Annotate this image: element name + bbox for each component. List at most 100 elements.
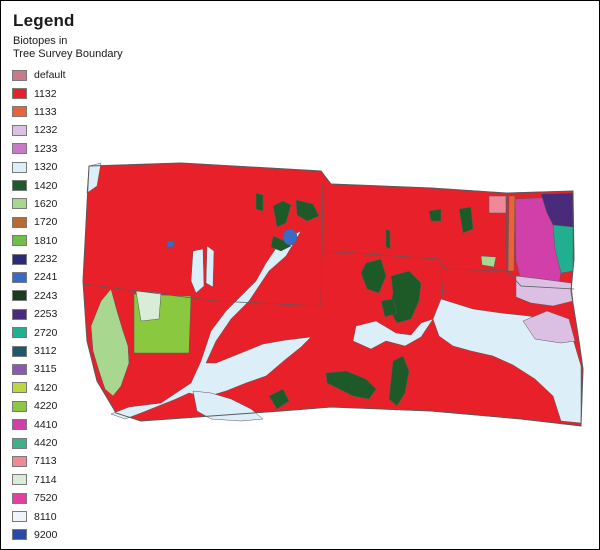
legend-subtitle: Biotopes in Tree Survey Boundary: [13, 35, 133, 61]
dark-green-patch: [360, 258, 387, 294]
legend-item: 4120: [12, 379, 66, 397]
legend-item: 7520: [12, 489, 66, 507]
dark-green-patch: [380, 298, 398, 318]
legend-label: 7114: [34, 473, 57, 486]
legend-item: 1320: [12, 158, 66, 176]
legend-item: 3112: [12, 342, 66, 360]
legend-title: Legend: [13, 11, 75, 30]
light-blue-patch: [352, 318, 434, 350]
legend-swatch: [12, 382, 27, 394]
legend-swatch: [12, 511, 27, 523]
legend-label: 9200: [34, 528, 58, 541]
legend-label: 4120: [34, 381, 58, 394]
light-green-patch: [90, 288, 130, 397]
legend-item: 2232: [12, 250, 66, 268]
legend-list: default 1132 1133 1232 1233 1320 1420 1620 1720 1…: [12, 66, 66, 544]
legend-swatch: [12, 437, 27, 449]
legend-label: 1233: [34, 142, 58, 155]
legend-label: 1810: [34, 234, 58, 247]
legend-item: 1232: [12, 121, 66, 139]
legend-swatch: [12, 529, 27, 541]
legend-swatch: [12, 400, 27, 412]
legend-item: 1132: [12, 84, 66, 102]
orange-strip: [507, 195, 516, 272]
legend-item: 1133: [12, 103, 66, 121]
dark-green-patch: [388, 355, 410, 407]
legend-item: 2243: [12, 287, 66, 305]
legend-swatch: [12, 124, 27, 136]
internal-boundary: [322, 250, 507, 272]
legend-swatch: [12, 69, 27, 81]
legend-item: 4220: [12, 397, 66, 415]
light-blue-patch: [190, 248, 205, 294]
legend-label: 2241: [34, 271, 58, 284]
legend-item: 4420: [12, 434, 66, 452]
dark-green-patch: [458, 206, 474, 234]
legend-item: 2720: [12, 323, 66, 341]
legend-swatch: [12, 88, 27, 100]
legend-item: 8110: [12, 507, 66, 525]
legend-item: 1810: [12, 232, 66, 250]
mint-patch: [135, 290, 162, 322]
biotope-map: [82, 162, 584, 427]
internal-boundary: [440, 268, 444, 300]
dark-green-patch: [268, 388, 290, 410]
legend-swatch: [12, 161, 27, 173]
legend-label: 8110: [34, 510, 57, 523]
legend-swatch: [12, 419, 27, 431]
legend-item: 4410: [12, 415, 66, 433]
dark-green-patch: [255, 192, 264, 212]
legend-label: 1620: [34, 197, 58, 210]
lilac-patch: [515, 275, 574, 307]
internal-boundary: [82, 283, 322, 307]
legend-item: 1233: [12, 140, 66, 158]
legend-item: 1420: [12, 176, 66, 194]
legend-swatch: [12, 308, 27, 320]
legend-label: 2232: [34, 253, 58, 266]
lilac-patch: [522, 310, 576, 344]
dark-green-patch: [295, 199, 320, 222]
legend-label: 1132: [34, 87, 57, 100]
dark-green-patch: [270, 235, 292, 252]
legend-label: 1232: [34, 124, 58, 137]
pink-patch: [488, 195, 508, 214]
legend-item: 1720: [12, 213, 66, 231]
legend-label: 4410: [34, 418, 58, 431]
legend-label: 3115: [34, 363, 57, 376]
light-blue-patch: [110, 230, 312, 420]
legend-label: 7113: [34, 455, 57, 468]
survey-boundary: [82, 162, 584, 427]
legend-label: 1320: [34, 161, 58, 174]
legend-item: 2241: [12, 268, 66, 286]
legend-swatch: [12, 455, 27, 467]
legend-swatch: [12, 345, 27, 357]
legend-item: 7113: [12, 452, 66, 470]
legend-swatch: [12, 106, 27, 118]
legend-swatch: [12, 327, 27, 339]
legend-swatch: [12, 180, 27, 192]
legend-subtitle-line1: Biotopes in: [13, 35, 68, 47]
legend-swatch: [12, 290, 27, 302]
internal-boundary: [320, 183, 324, 307]
light-green-patch: [480, 255, 497, 268]
legend-swatch: [12, 492, 27, 504]
legend-swatch: [12, 363, 27, 375]
legend-swatch: [12, 474, 27, 486]
legend-item: 3115: [12, 360, 66, 378]
internal-boundary: [505, 192, 575, 290]
legend-label: 4420: [34, 437, 58, 449]
legend-label: 7520: [34, 492, 58, 505]
legend-swatch: [12, 198, 27, 210]
pond-blue: [282, 228, 298, 246]
legend-swatch: [12, 235, 27, 247]
legend-label: 1720: [34, 216, 58, 229]
dark-green-patch: [388, 270, 422, 324]
legend-item: 1620: [12, 195, 66, 213]
legend-item: default: [12, 66, 66, 84]
light-blue-patch: [205, 245, 215, 288]
legend-label: 2253: [34, 308, 58, 321]
legend-swatch: [12, 216, 27, 228]
legend-item: 7114: [12, 471, 66, 489]
legend-item: 9200: [12, 526, 66, 544]
